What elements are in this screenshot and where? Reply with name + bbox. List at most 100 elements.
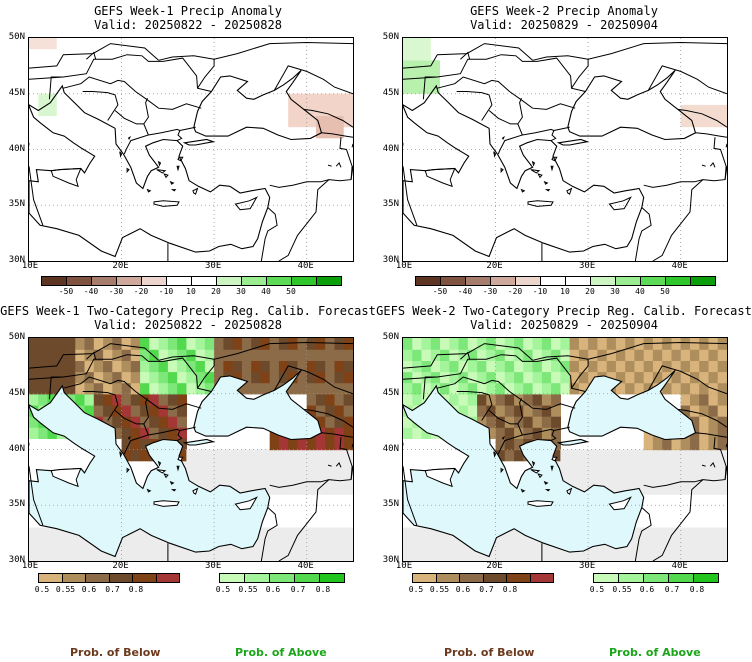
grid-cell [532,349,543,361]
lat-tick-label: 35N [8,199,25,210]
grid-cell [140,404,150,417]
coastline [567,69,697,141]
colorbar-tick-label: 0.5 [408,585,424,594]
grid-cell [717,404,727,417]
grid-cell [634,471,645,484]
grid-cell [158,382,169,395]
grid-cell [325,549,336,561]
grid-cell [532,538,543,551]
grid-cell [316,449,326,462]
grid-cell [167,360,178,373]
lat-tick-label: 35N [382,499,399,510]
grid-cell [486,549,497,561]
island-outline [543,480,549,485]
grid-cell [440,338,450,350]
grid-cell [486,427,497,439]
grid-cell [625,360,636,373]
grid-cell [578,349,589,361]
colorbar-swatch [91,276,117,286]
grid-cell [204,460,215,473]
island-outline [544,489,551,492]
grid-cell [458,338,469,350]
island-outline [550,465,554,472]
island-outline [163,173,169,179]
lat-tick-label: 30N [382,555,399,565]
grid-cell [606,549,617,561]
grid-cell [56,538,67,551]
grid-cell [343,527,353,540]
lat-tick-label: 45N [8,387,25,398]
grid-cell [615,449,626,462]
lon-tick-label: 30E [205,261,222,271]
colorbar-swatch [85,573,110,583]
grid-cell [671,338,682,350]
colorbar-swatch [241,276,267,286]
grid-cell [130,538,141,551]
grid-cell [458,538,469,551]
border-line [260,207,278,261]
colorbar-tick-label: 0.6 [265,585,281,594]
grid-cell [316,549,326,561]
grid-cell [514,393,524,406]
grid-cell [597,360,608,373]
island-outline [157,160,162,167]
grid-cell [504,382,515,395]
grid-cell [38,427,49,439]
grid-cell [29,538,39,551]
grid-cell [130,438,141,451]
grid-cell [504,338,515,350]
grid-cell [325,483,336,495]
grid-cell [588,460,598,473]
grid-cell [316,538,326,551]
grid-cell [204,449,215,462]
coastline [29,384,271,558]
grid-cell [103,416,113,428]
grid-cell [486,393,497,406]
grid-cell [652,549,663,561]
grid-cell [412,427,423,439]
grid-cell [112,393,123,406]
colorbar-swatch [132,573,157,583]
grid-cell [288,549,299,561]
colorbar-swatch [41,276,67,286]
grid-cell [75,360,86,373]
grid-cell [412,382,423,395]
grid-cell [495,538,506,551]
border-line [725,143,727,148]
grid-cell [177,338,187,350]
colorbar-swatch [459,573,484,583]
grid-cell [334,549,345,561]
grid-cell [269,382,280,395]
map-canvas [403,338,727,561]
grid-cell [288,483,299,495]
grid-cell [29,382,39,395]
grid-cell [167,549,178,561]
grid-cell [278,460,289,473]
grid-cell [495,404,506,417]
grid-cell [56,349,67,361]
grid-cell [662,438,673,451]
grid-cell [316,471,326,484]
panel-valid-dates: Valid: 20250829 - 20250904 [470,318,658,332]
colorbar-tick-label: 0.7 [479,585,494,594]
grid-cell [662,549,673,561]
grid-cell [103,393,113,406]
grid-cell [306,449,317,462]
grid-cell [195,360,206,373]
grid-cell [38,549,49,561]
lon-tick-label: 40E [297,561,314,571]
island-outline [234,196,258,211]
island-outline [170,189,177,192]
grid-cell [316,438,326,451]
island-outline [608,496,632,511]
grid-cell [186,382,197,395]
island-outline [146,188,152,193]
grid-cell [625,549,636,561]
grid-cell [514,449,524,462]
colorbar-tick-label: 0.8 [502,585,518,594]
grid-cell [334,527,345,540]
grid-cell [140,549,150,561]
colorbar-swatch [61,573,86,583]
border-line [351,443,353,448]
grid-cell [625,338,636,350]
